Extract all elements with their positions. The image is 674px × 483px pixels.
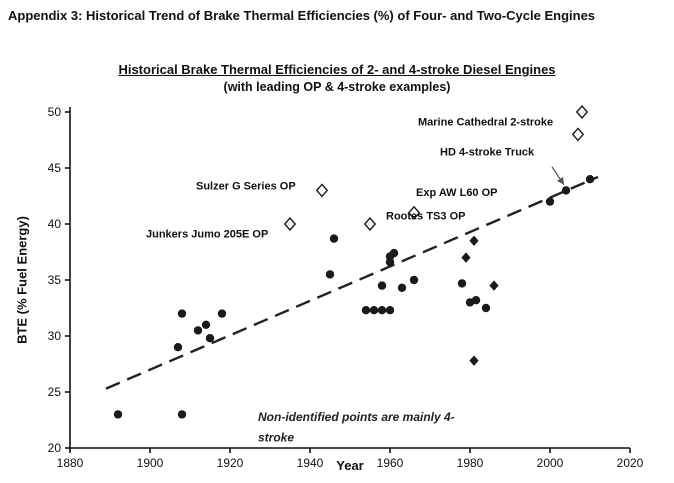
svg-text:45: 45 bbox=[48, 161, 62, 175]
svg-text:50: 50 bbox=[48, 105, 62, 119]
svg-text:Rootes TS3 OP: Rootes TS3 OP bbox=[386, 211, 465, 223]
chart-subtitle: (with leading OP & 4-stroke examples) bbox=[223, 80, 451, 94]
svg-text:30: 30 bbox=[48, 329, 62, 343]
svg-text:stroke: stroke bbox=[258, 430, 294, 444]
svg-text:Sulzer G Series OP: Sulzer G Series OP bbox=[196, 180, 296, 192]
svg-text:1960: 1960 bbox=[377, 456, 404, 470]
svg-text:Marine Cathedral 2-stroke: Marine Cathedral 2-stroke bbox=[418, 116, 553, 128]
svg-text:1880: 1880 bbox=[57, 456, 84, 470]
svg-text:1980: 1980 bbox=[457, 456, 484, 470]
svg-text:Junkers Jumo 205E OP: Junkers Jumo 205E OP bbox=[146, 228, 268, 240]
svg-text:2000: 2000 bbox=[537, 456, 564, 470]
y-axis-label: BTE (% Fuel Energy) bbox=[14, 216, 30, 344]
svg-text:25: 25 bbox=[48, 385, 62, 399]
x-axis-label: Year bbox=[336, 458, 364, 473]
page-title: Appendix 3: Historical Trend of Brake Th… bbox=[8, 8, 596, 23]
svg-text:40: 40 bbox=[48, 217, 62, 231]
chart-title: Historical Brake Thermal Efficiencies of… bbox=[118, 62, 556, 77]
svg-text:Exp AW L60 OP: Exp AW L60 OP bbox=[416, 187, 498, 199]
svg-text:35: 35 bbox=[48, 273, 62, 287]
svg-text:2020: 2020 bbox=[617, 456, 644, 470]
svg-text:20: 20 bbox=[48, 441, 62, 455]
svg-text:1940: 1940 bbox=[297, 456, 324, 470]
svg-text:1900: 1900 bbox=[137, 456, 164, 470]
svg-text:HD 4-stroke Truck: HD 4-stroke Truck bbox=[440, 147, 535, 159]
svg-text:1920: 1920 bbox=[217, 456, 244, 470]
svg-text:Non-identified points are main: Non-identified points are mainly 4- bbox=[258, 410, 455, 424]
